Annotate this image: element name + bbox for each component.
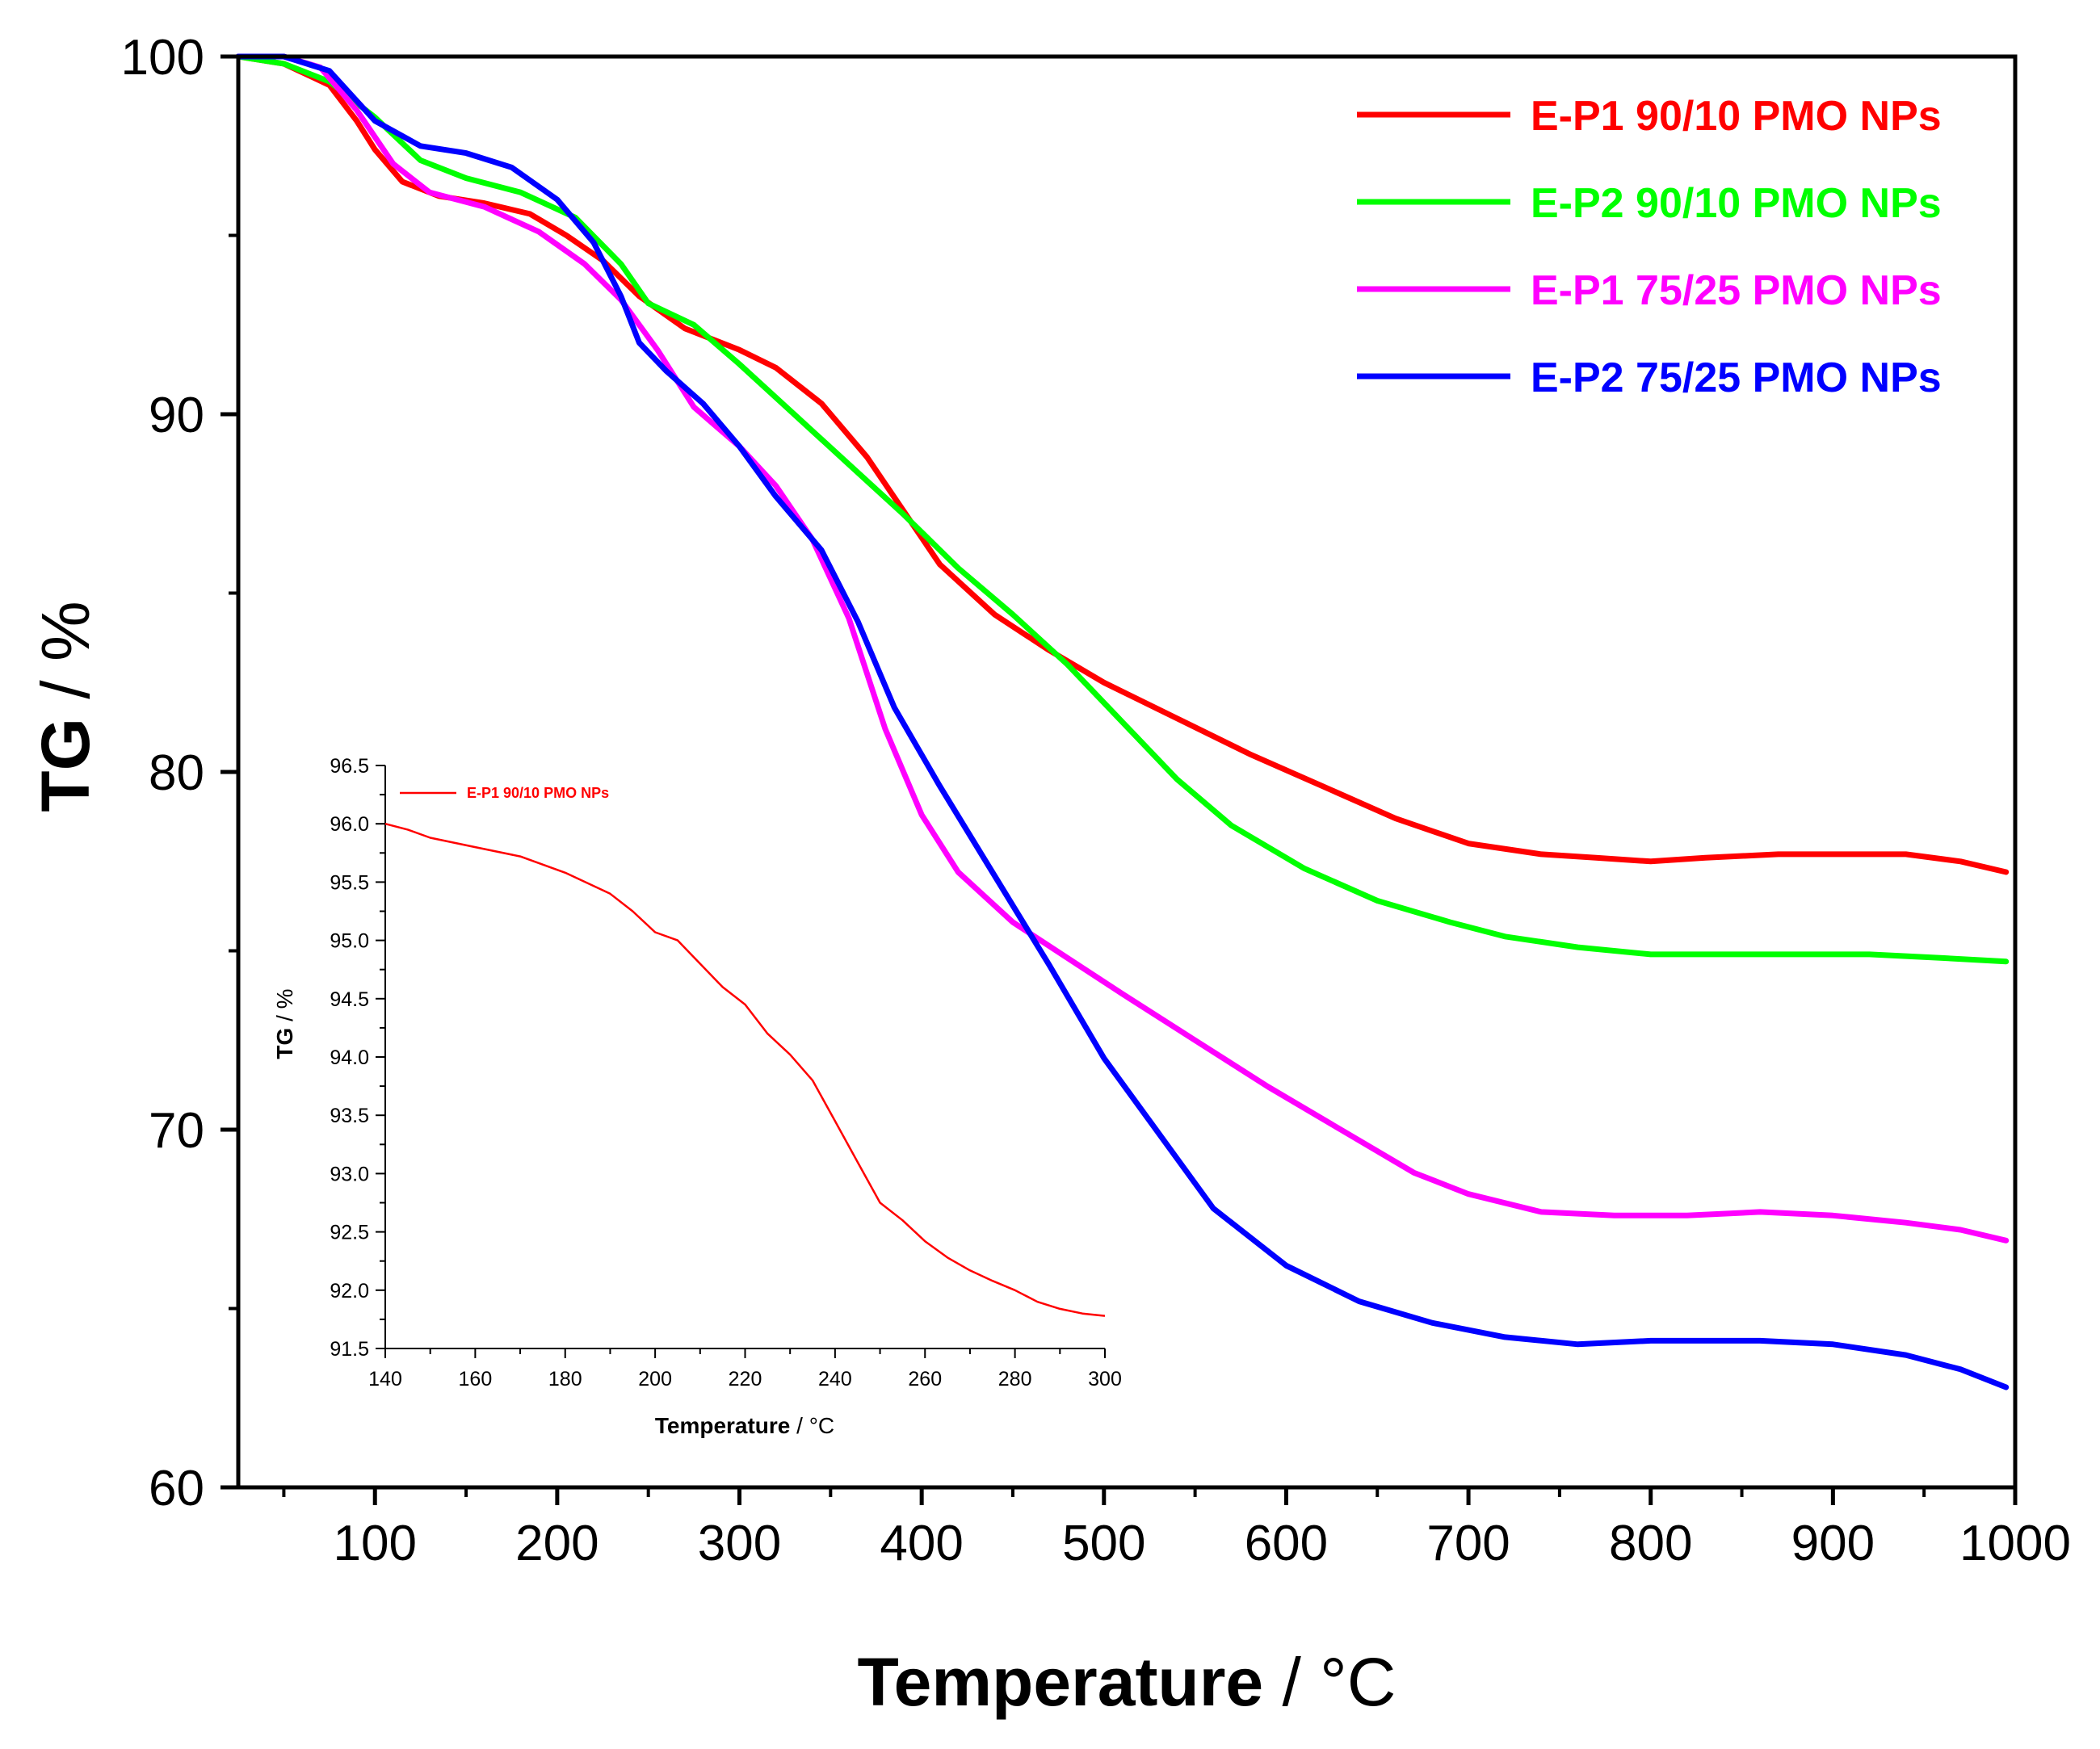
inset-y-axis-title: TG / % bbox=[272, 988, 297, 1059]
inset-legend: E-P1 90/10 PMO NPs bbox=[400, 785, 609, 801]
legend-label-e-p2-90-10-pmo-nps: E-P2 90/10 PMO NPs bbox=[1531, 180, 1942, 227]
series-line-e-p2-75-25-pmo-nps bbox=[235, 53, 2010, 1390]
inset-x-tick-label: 220 bbox=[729, 1368, 762, 1390]
inset-x-tick-label: 280 bbox=[998, 1368, 1032, 1390]
main-x-axis-title: Temperature / °C bbox=[858, 1644, 1396, 1720]
inset-x-tick-label: 160 bbox=[459, 1368, 493, 1390]
inset-y-tick-label: 91.5 bbox=[330, 1338, 369, 1361]
inset-x-tick-label: 140 bbox=[368, 1368, 402, 1390]
inset-y-tick-label: 93.5 bbox=[330, 1105, 369, 1127]
inset-x-tick-label: 240 bbox=[818, 1368, 852, 1390]
inset-series-line-e-p1-90-10-pmo-nps bbox=[384, 822, 1106, 1317]
inset-y-tick-label: 95.0 bbox=[330, 930, 369, 953]
main-x-tick-label: 200 bbox=[515, 1516, 598, 1571]
inset-y-tick-label: 96.0 bbox=[330, 813, 369, 836]
main-y-tick-label: 100 bbox=[121, 30, 204, 86]
main-x-tick-label: 100 bbox=[334, 1516, 417, 1571]
main-y-tick-label: 90 bbox=[149, 388, 204, 443]
inset-y-tick-label: 92.0 bbox=[330, 1280, 369, 1302]
main-x-tick-label: 700 bbox=[1426, 1516, 1510, 1571]
main-y-tick-label: 60 bbox=[149, 1461, 204, 1516]
series-line-e-p2-90-10-pmo-nps bbox=[235, 53, 2010, 965]
legend-label-e-p1-90-10-pmo-nps: E-P1 90/10 PMO NPs bbox=[1531, 93, 1942, 140]
inset-y-tick-label: 93.0 bbox=[330, 1163, 369, 1185]
inset-y-tick-label: 95.5 bbox=[330, 871, 369, 894]
inset-y-tick-label: 96.5 bbox=[330, 755, 369, 778]
main-series-group bbox=[235, 53, 2010, 1390]
inset-series-group bbox=[384, 822, 1106, 1317]
main-x-tick-label: 300 bbox=[698, 1516, 781, 1571]
inset-x-tick-label: 260 bbox=[908, 1368, 942, 1390]
main-x-tick-label: 1000 bbox=[1959, 1516, 2071, 1571]
main-y-tick-label: 80 bbox=[149, 745, 204, 801]
legend-label-e-p2-75-25-pmo-nps: E-P2 75/25 PMO NPs bbox=[1531, 354, 1942, 401]
main-x-tick-label: 500 bbox=[1062, 1516, 1145, 1571]
main-x-tick-label: 900 bbox=[1791, 1516, 1875, 1571]
main-y-axis-title: TG / % bbox=[27, 601, 103, 812]
main-x-tick-label: 800 bbox=[1609, 1516, 1692, 1571]
inset-tick-group: 140 160 180 200 220 240 260 280 300 91.5 92.0 92.5 9… bbox=[330, 755, 1122, 1390]
main-x-tick-label: 400 bbox=[880, 1516, 963, 1571]
main-tick-group: 100 200 300 400 500 600 700 800 900 1000 60 70 80 90 1… bbox=[121, 30, 2071, 1571]
series-line-e-p1-75-25-pmo-nps bbox=[235, 53, 2010, 1244]
main-plot-frame bbox=[236, 54, 2018, 1490]
main-legend: E-P1 90/10 PMO NPs E-P2 90/10 PMO NPs E-P1… bbox=[1357, 93, 1942, 401]
inset-y-tick-label: 94.5 bbox=[330, 988, 369, 1011]
legend-label-e-p1-75-25-pmo-nps: E-P1 75/25 PMO NPs bbox=[1531, 267, 1942, 314]
inset-x-tick-label: 200 bbox=[638, 1368, 672, 1390]
inset-y-tick-label: 92.5 bbox=[330, 1222, 369, 1244]
inset-legend-label-e-p1-90-10-pmo-nps: E-P1 90/10 PMO NPs bbox=[467, 785, 609, 801]
inset-x-tick-label: 180 bbox=[548, 1368, 582, 1390]
inset-x-axis-title: Temperature / °C bbox=[655, 1413, 834, 1438]
inset-y-tick-label: 94.0 bbox=[330, 1046, 369, 1069]
inset-x-tick-label: 300 bbox=[1088, 1368, 1122, 1390]
main-x-tick-label: 600 bbox=[1245, 1516, 1328, 1571]
main-y-tick-label: 70 bbox=[149, 1103, 204, 1159]
